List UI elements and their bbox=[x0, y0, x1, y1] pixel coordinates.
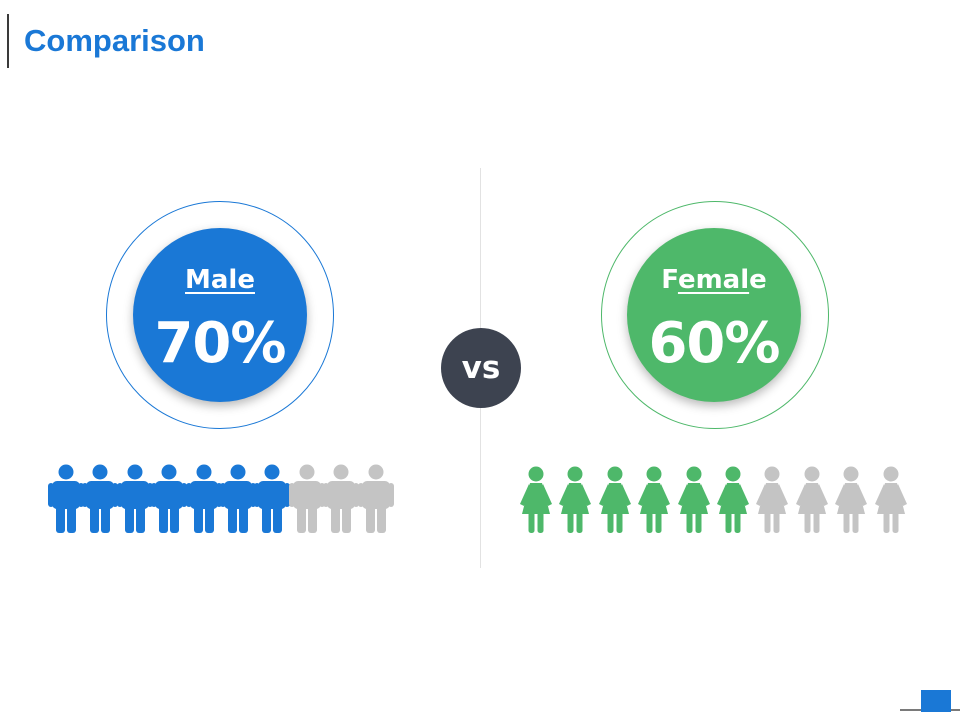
male-label: Male bbox=[185, 265, 255, 295]
male-person-icon bbox=[116, 464, 153, 533]
female-label: Female bbox=[661, 265, 767, 295]
male-person-icon bbox=[220, 464, 256, 533]
male-person-icon bbox=[323, 464, 360, 533]
female-person-icon bbox=[874, 466, 907, 533]
female-person-icon bbox=[756, 466, 789, 533]
male-person-icon bbox=[357, 464, 394, 533]
female-person-icon bbox=[717, 466, 749, 533]
female-person-icon bbox=[559, 466, 592, 533]
male-person-icon bbox=[82, 464, 119, 533]
female-person-icon bbox=[677, 466, 710, 533]
vs-badge: vs bbox=[441, 328, 521, 408]
title-accent-bar bbox=[7, 14, 9, 68]
female-outer-ring bbox=[601, 201, 829, 429]
male-person-icon bbox=[288, 464, 325, 533]
female-value: 60% bbox=[648, 311, 780, 376]
male-person-icon bbox=[185, 464, 222, 533]
female-person-icon bbox=[835, 466, 868, 533]
footer-accent-box bbox=[921, 690, 951, 712]
female-person-icon bbox=[520, 466, 552, 533]
male-person-icon bbox=[48, 464, 84, 533]
female-person-icon bbox=[598, 466, 631, 533]
female-people-row bbox=[518, 466, 913, 534]
male-person-icon bbox=[254, 464, 291, 533]
male-people-row bbox=[48, 464, 394, 534]
female-person-icon bbox=[795, 466, 828, 533]
male-value: 70% bbox=[154, 311, 286, 376]
male-stat-circle: Male 70% bbox=[133, 228, 307, 402]
female-stat-circle: Female 60% bbox=[627, 228, 801, 402]
page-title: Comparison bbox=[24, 23, 205, 58]
male-outer-ring bbox=[106, 201, 334, 429]
female-person-icon bbox=[638, 466, 671, 533]
male-person-icon bbox=[151, 464, 188, 533]
